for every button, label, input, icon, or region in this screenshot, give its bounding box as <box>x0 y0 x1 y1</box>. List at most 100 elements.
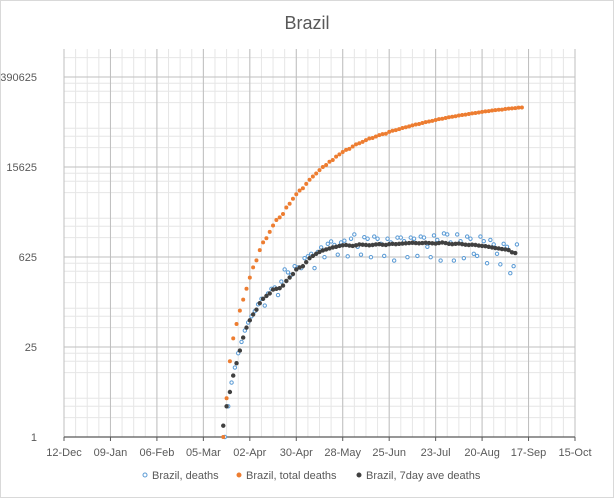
data-point <box>241 297 246 302</box>
x-tick-label: 23-Jul <box>421 447 451 459</box>
data-point <box>328 239 334 244</box>
data-point <box>385 236 390 241</box>
data-point <box>393 128 398 133</box>
data-point <box>438 258 443 263</box>
data-point <box>240 335 246 340</box>
data-point <box>370 135 375 140</box>
data-point <box>513 250 518 256</box>
data-point <box>221 434 226 439</box>
x-tick-label: 09-Jan <box>94 447 128 459</box>
data-point <box>501 241 506 247</box>
data-point <box>431 233 437 238</box>
x-tick-label: 30-Apr <box>280 447 313 459</box>
data-point <box>247 318 253 323</box>
data-point <box>280 283 286 288</box>
data-point <box>350 144 355 149</box>
data-point <box>473 110 478 115</box>
data-point <box>304 181 309 186</box>
data-point <box>310 253 316 259</box>
data-point <box>294 267 299 272</box>
data-point <box>474 253 480 259</box>
series-ave_deaths <box>221 240 518 428</box>
data-point <box>257 300 262 306</box>
data-point <box>227 359 232 364</box>
data-point <box>360 139 365 144</box>
data-point <box>377 133 382 138</box>
data-point <box>284 278 289 284</box>
data-point <box>363 138 368 143</box>
data-point <box>267 291 272 296</box>
data-point <box>347 146 352 151</box>
data-point <box>282 267 287 272</box>
data-point <box>443 116 448 121</box>
x-axis-ticks: 12-Dec 09-Jan 06-Feb 05-Mar 02-Apr 30-Apr 28-M… <box>46 437 592 459</box>
data-point <box>476 110 481 115</box>
data-point <box>425 244 430 250</box>
x-tick-label: 25-Jun <box>372 447 406 459</box>
data-point <box>519 105 524 110</box>
data-point <box>274 218 279 223</box>
data-point <box>421 235 427 240</box>
data-point <box>280 212 285 217</box>
data-point <box>335 252 340 257</box>
data-point <box>423 120 428 125</box>
data-point <box>244 325 249 330</box>
data-point <box>285 270 291 275</box>
data-point <box>445 232 450 237</box>
data-point <box>478 234 483 239</box>
data-point <box>290 196 295 201</box>
x-tick-label: 12-Dec <box>46 447 82 459</box>
data-point <box>383 131 388 136</box>
data-point <box>237 308 242 313</box>
data-point <box>342 238 347 243</box>
data-point <box>234 361 239 366</box>
data-point <box>503 106 508 111</box>
data-point <box>417 121 422 126</box>
data-point <box>460 112 465 117</box>
data-point <box>264 293 269 299</box>
data-point <box>391 258 397 263</box>
data-point <box>471 251 476 257</box>
data-point <box>254 307 259 312</box>
data-point <box>506 247 511 253</box>
y-tick-label: 25 <box>25 342 37 354</box>
data-point <box>345 254 350 259</box>
data-point <box>224 396 229 401</box>
data-point <box>302 255 307 261</box>
x-tick-label: 15-Oct <box>558 447 591 459</box>
data-point <box>430 118 435 123</box>
data-point <box>490 108 495 113</box>
data-point <box>271 223 276 228</box>
y-tick-label: 625 <box>19 252 37 264</box>
data-point <box>261 240 266 245</box>
data-point <box>275 292 281 298</box>
data-point <box>340 149 345 154</box>
data-point <box>267 229 272 234</box>
legend-label-ave_deaths: Brazil, 7day ave deaths <box>366 470 481 482</box>
series-total_deaths <box>221 105 524 439</box>
x-tick-label: 05-Mar <box>186 447 221 459</box>
data-point <box>387 129 392 134</box>
data-point <box>486 109 491 114</box>
data-point <box>400 125 405 130</box>
data-point <box>375 236 380 241</box>
data-point <box>450 114 455 119</box>
data-point <box>440 116 445 121</box>
data-point <box>262 303 267 308</box>
x-tick-label: 20-Aug <box>464 447 499 459</box>
legend: Brazil, deaths Brazil, total deaths Brazil… <box>142 470 481 482</box>
data-point <box>231 373 236 378</box>
data-point <box>455 232 460 237</box>
data-point <box>307 255 312 261</box>
data-point <box>314 171 319 176</box>
data-point <box>368 255 374 260</box>
chart-title: Brazil <box>284 13 329 33</box>
x-tick-label: 17-Sep <box>511 447 546 459</box>
data-point <box>294 192 299 197</box>
data-point <box>247 275 252 280</box>
data-point <box>511 263 516 269</box>
data-point <box>494 251 500 257</box>
data-point <box>277 285 282 291</box>
data-point <box>433 117 438 122</box>
